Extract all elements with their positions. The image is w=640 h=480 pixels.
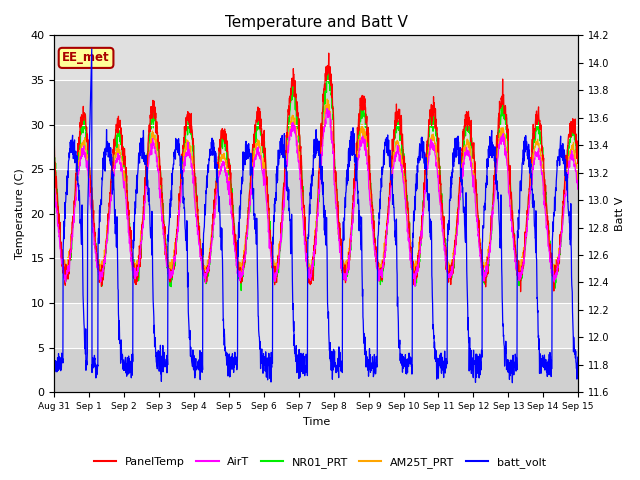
Bar: [54, 214, 578, 258]
Bar: [54, 169, 578, 214]
Title: Temperature and Batt V: Temperature and Batt V: [225, 15, 408, 30]
Bar: [54, 125, 578, 169]
Bar: [54, 303, 578, 348]
Y-axis label: Batt V: Batt V: [615, 197, 625, 231]
Text: EE_met: EE_met: [62, 51, 110, 64]
X-axis label: Time: Time: [303, 417, 330, 427]
Y-axis label: Temperature (C): Temperature (C): [15, 168, 25, 259]
Legend: PanelTemp, AirT, NR01_PRT, AM25T_PRT, batt_volt: PanelTemp, AirT, NR01_PRT, AM25T_PRT, ba…: [90, 452, 550, 472]
Bar: [54, 348, 578, 392]
Bar: [54, 258, 578, 303]
Bar: [54, 80, 578, 125]
Bar: [54, 36, 578, 80]
